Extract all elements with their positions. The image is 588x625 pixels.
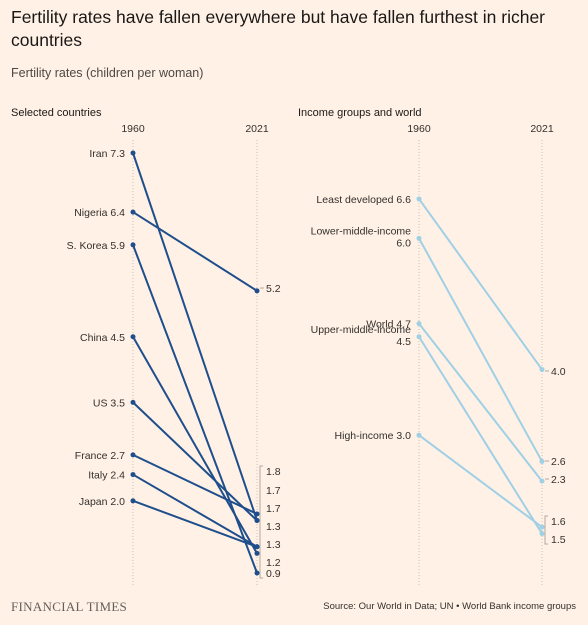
end-label-0: 5.2: [266, 283, 281, 295]
end-label-1: 2.6: [551, 456, 566, 468]
year-label-2021-groups: 2021: [530, 123, 554, 135]
start-label-china: China 4.5: [80, 332, 125, 344]
point-high-income-1960: [416, 432, 422, 438]
series-line-upper-middle-income: [418, 336, 543, 535]
point-us-2021: [254, 518, 260, 523]
year-label-1960-countries: 1960: [121, 123, 145, 135]
point-s-korea-1960: [130, 242, 136, 248]
source-note: Source: Our World in Data; UN • World Ba…: [323, 601, 576, 612]
year-label-2021-countries: 2021: [245, 123, 269, 135]
series-line-least-developed: [418, 198, 543, 371]
end-label-4: 1.5: [551, 534, 566, 546]
point-italy-1960: [130, 472, 136, 478]
start-label-italy: Italy 2.4: [88, 470, 125, 482]
end-label-2: 2.3: [551, 474, 566, 486]
start-label-nigeria: Nigeria 6.4: [74, 207, 125, 219]
point-france-2021: [254, 511, 260, 517]
panel-title-countries: Selected countries: [11, 107, 102, 119]
end-label-6: 1.2: [266, 557, 281, 569]
series-line-high-income: [418, 434, 543, 528]
point-upper-middle-income-2021: [539, 531, 545, 537]
start-label-high-income: High-income 3.0: [335, 430, 412, 442]
point-world-2021: [539, 478, 545, 484]
start-label-iran: Iran 7.3: [89, 148, 125, 160]
point-s-korea-2021: [254, 570, 260, 576]
end-label-2: 1.7: [266, 485, 281, 497]
start-label-japan: Japan 2.0: [79, 496, 125, 508]
panel-title-groups: Income groups and world: [298, 107, 422, 119]
series-line-france: [132, 453, 258, 515]
end-label-0: 4.0: [551, 366, 566, 378]
series-line-japan: [132, 499, 258, 548]
end-label-7: 0.9: [266, 568, 281, 580]
point-france-1960: [130, 452, 136, 458]
end-label-3: 1.7: [266, 503, 281, 515]
year-label-1960-groups: 1960: [407, 123, 431, 135]
point-china-2021: [254, 550, 260, 556]
start-label-upper-middle-income: Upper-middle-income 4.5: [311, 324, 412, 348]
series-line-nigeria: [132, 211, 258, 292]
end-label-4: 1.3: [266, 521, 281, 533]
start-label-lower-middle-income: Lower-middle-income 6.0: [311, 225, 412, 249]
end-label-bracket-0: [544, 515, 548, 545]
point-upper-middle-income-1960: [416, 334, 422, 340]
point-iran-1960: [130, 150, 136, 156]
series-line-lower-middle-income: [418, 237, 543, 462]
start-label-world: World 4.7: [366, 319, 411, 331]
series-line-iran: [132, 152, 258, 521]
point-least-developed-1960: [416, 196, 422, 202]
point-nigeria-1960: [130, 209, 136, 215]
series-line-world: [418, 323, 543, 482]
chart-subtitle: Fertility rates (children per woman): [11, 66, 204, 80]
series-line-china: [132, 336, 258, 554]
end-label-bracket-0: [259, 465, 263, 579]
point-world-1960: [416, 321, 422, 327]
start-label-france: France 2.7: [75, 450, 125, 462]
series-line-italy: [132, 473, 258, 548]
end-label-3: 1.6: [551, 516, 566, 528]
point-lower-middle-income-2021: [539, 458, 545, 464]
start-label-least-developed: Least developed 6.6: [316, 194, 411, 206]
start-label-us: US 3.5: [93, 397, 125, 409]
point-japan-2021: [254, 544, 260, 550]
ft-logo: FINANCIAL TIMES: [11, 599, 128, 614]
start-label-s-korea: S. Korea 5.9: [67, 240, 126, 252]
point-nigeria-2021: [254, 288, 260, 294]
end-label-5: 1.3: [266, 539, 281, 551]
point-lower-middle-income-1960: [416, 235, 422, 241]
chart-title: Fertility rates have fallen everywhere b…: [11, 7, 546, 50]
point-china-1960: [130, 334, 136, 340]
point-japan-1960: [130, 498, 136, 504]
point-least-developed-2021: [539, 367, 545, 373]
series-line-us: [132, 401, 258, 522]
end-label-1: 1.8: [266, 466, 281, 478]
point-high-income-2021: [539, 524, 545, 530]
point-us-1960: [130, 399, 136, 405]
